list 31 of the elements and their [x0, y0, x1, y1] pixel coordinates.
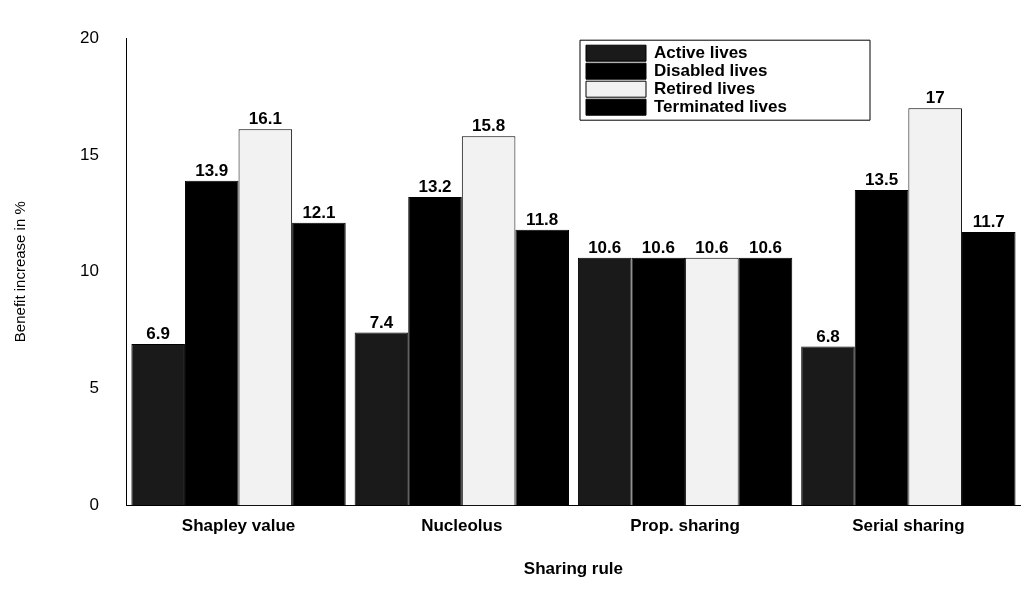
data-label: 17 — [925, 88, 945, 108]
data-label: 7.4 — [369, 312, 394, 332]
data-label: 13.9 — [195, 160, 229, 180]
data-label: 10.6 — [641, 237, 675, 257]
data-label: 6.8 — [816, 326, 840, 346]
legend-label: Active lives — [654, 42, 748, 62]
legend-label: Terminated lives — [654, 96, 787, 116]
data-label: 10.6 — [748, 237, 783, 257]
y-axis-title: Benefit increase in % — [11, 201, 29, 343]
x-tick-label: Nucleolus — [421, 516, 503, 536]
data-label: 6.9 — [146, 324, 170, 344]
data-label: 15.8 — [472, 116, 506, 136]
x-tick-label: Shapley value — [181, 516, 296, 536]
data-label: 16.1 — [248, 109, 282, 129]
data-label: 13.2 — [418, 177, 452, 197]
y-tick-label: 0 — [89, 494, 99, 514]
y-tick-label: 10 — [79, 261, 99, 281]
x-tick-label: Serial sharing — [852, 516, 965, 536]
data-label: 11.8 — [526, 209, 559, 229]
data-label: 10.6 — [695, 237, 729, 257]
data-label: 11.7 — [972, 212, 1005, 232]
y-tick-label: 15 — [79, 144, 99, 164]
y-tick-label: 5 — [89, 378, 99, 398]
legend-label: Disabled lives — [654, 60, 768, 80]
data-label: 13.5 — [865, 170, 899, 190]
legend-label: Retired lives — [654, 78, 756, 98]
x-tick-label: Prop. sharing — [630, 516, 740, 536]
x-axis-title: Sharing rule — [523, 559, 624, 579]
data-label: 10.6 — [588, 237, 622, 257]
y-tick-label: 20 — [79, 27, 99, 47]
data-label: 12.1 — [302, 202, 336, 222]
